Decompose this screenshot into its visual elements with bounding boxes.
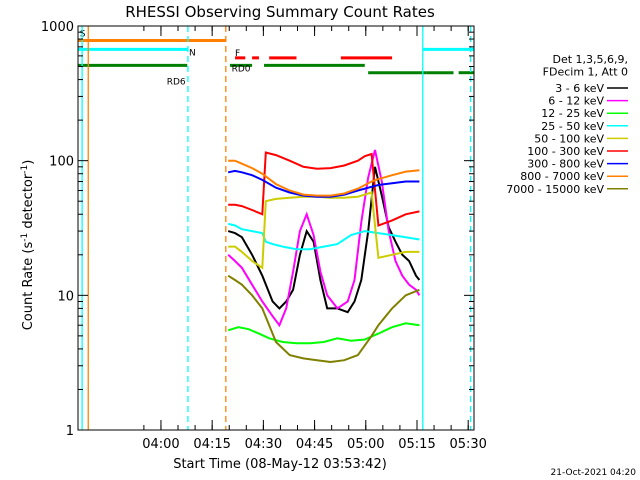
flag-bar-label: N — [189, 48, 196, 58]
series-line — [227, 274, 420, 364]
flag-bar-label: F — [235, 49, 240, 59]
x-tick-label: 04:00 — [142, 437, 179, 452]
y-label-superscript: -1 — [20, 233, 30, 242]
legend-entry-label: 12 - 25 keV — [541, 107, 604, 120]
legend-entry-label: 3 - 6 keV — [555, 82, 604, 95]
flag-bar-label: RD0 — [232, 64, 251, 74]
flag-bar-label: RD6 — [167, 78, 186, 88]
vertical-markers — [81, 26, 472, 430]
y-axis-label: Count Rate (s-1 detector-1) — [20, 160, 36, 331]
legend-entry-label: 7000 - 15000 keV — [506, 183, 604, 196]
x-tick-label: 05:30 — [449, 437, 486, 452]
x-axis-label: Start Time (08-May-12 03:53:42) — [173, 457, 387, 472]
y-axis: 1 10 100 1000 — [41, 20, 474, 439]
footer-timestamp: 21-Oct-2021 04:20 — [551, 468, 637, 478]
series-line — [227, 166, 421, 314]
series-line — [228, 151, 420, 227]
legend-entry-label: 50 - 100 keV — [534, 132, 604, 145]
legend-header: FDecim 1, Att 0 — [543, 66, 628, 79]
y-label-part: Count Rate (s — [21, 242, 36, 331]
x-tick-label: 04:30 — [245, 437, 282, 452]
x-tick-label: 05:15 — [398, 437, 435, 452]
legend: Det 1,3,5,6,9,FDecim 1, Att 0 3 - 6 keV6 … — [506, 53, 628, 196]
y-label-part: detector — [21, 173, 36, 233]
legend-header: Det 1,3,5,6,9, — [552, 53, 628, 66]
series-line — [227, 322, 420, 345]
y-label-part: ) — [21, 160, 36, 165]
chart-title: RHESSI Observing Summary Count Rates — [125, 3, 435, 21]
legend-entry-label: 25 - 50 keV — [541, 120, 604, 133]
legend-entry-label: 6 - 12 keV — [548, 95, 604, 108]
x-tick-label: 05:00 — [347, 437, 384, 452]
x-axis: 04:00 04:15 04:30 04:45 05:00 05:15 05:30 — [142, 26, 487, 452]
legend-entry-label: 800 - 7000 keV — [520, 170, 604, 183]
y-tick-label: 100 — [49, 155, 74, 170]
series-line — [227, 222, 420, 251]
series-line — [227, 149, 421, 328]
series-lines — [227, 149, 421, 364]
flag-bars: SNFRD0RD6 — [78, 30, 474, 88]
x-tick-label: 04:45 — [296, 437, 333, 452]
y-tick-label: 1 — [66, 424, 74, 439]
y-label-superscript: -1 — [20, 165, 30, 174]
series-line — [227, 169, 420, 198]
y-tick-label: 1000 — [41, 20, 74, 35]
x-tick-label: 04:15 — [193, 437, 230, 452]
legend-entry-label: 100 - 300 keV — [527, 145, 604, 158]
legend-entry-label: 300 - 800 keV — [527, 158, 604, 171]
series-line — [228, 159, 420, 197]
plot-frame — [77, 25, 475, 431]
y-tick-label: 10 — [57, 289, 74, 304]
